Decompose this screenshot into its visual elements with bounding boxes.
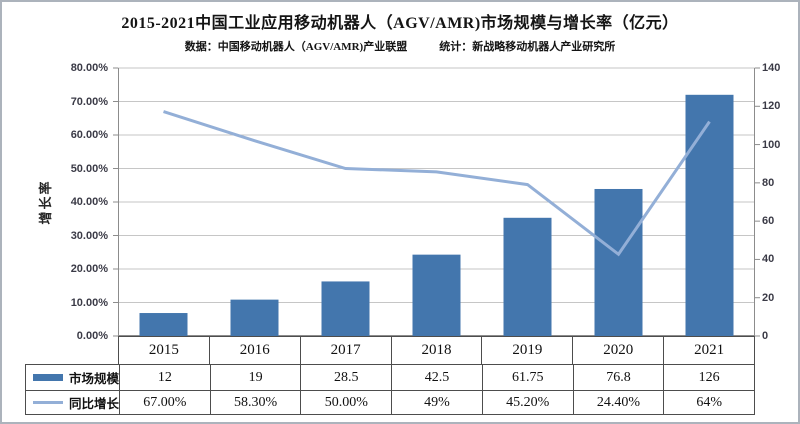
market-size-value-cell: 61.75 <box>481 365 573 390</box>
right-axis-tick-label: 80 <box>762 176 775 189</box>
growth-rate-line <box>163 110 711 257</box>
growth-rate-value-cell: 58.30% <box>209 391 301 414</box>
market-size-value-cell: 42.5 <box>391 365 482 390</box>
left-axis-tick-label: 30.00% <box>70 229 108 242</box>
market-size-value-cell: 19 <box>209 365 301 390</box>
left-axis-tick-label: 60.00% <box>70 129 108 141</box>
bar-2018 <box>412 254 461 336</box>
legend-growth-rate: 同比增长率 <box>26 391 119 414</box>
left-axis-tick-label: 10.00% <box>70 296 108 309</box>
right-axis-tick-label: 140 <box>762 62 781 74</box>
growth-rate-row: 同比增长率67.00%58.30%50.00%49%45.20%24.40%64… <box>25 390 755 415</box>
line-series-swatch-icon <box>33 401 63 404</box>
right-axis-tick-label: 20 <box>762 291 775 304</box>
data-source-label: 数据：中国移动机器人（AGV/AMR)产业联盟 <box>184 41 408 53</box>
market-size-value-cell: 126 <box>663 365 754 390</box>
market-size-value-cell: 76.8 <box>572 365 664 390</box>
left-axis-tick-label: 0.00% <box>76 330 108 342</box>
left-axis-tick-label: 70.00% <box>70 95 108 108</box>
right-axis-tick-label: 120 <box>762 100 781 113</box>
growth-rate-value-cell: 67.00% <box>119 391 210 414</box>
market-size-value-cell: 12 <box>119 365 210 390</box>
market-size-value-cell: 28.5 <box>300 365 391 390</box>
year-cell: 2015 <box>148 342 179 358</box>
stats-source-label: 统计：新战略移动机器人产业研究所 <box>439 41 616 53</box>
bar-2016 <box>230 299 279 336</box>
year-cell: 2019 <box>481 337 572 364</box>
growth-rate-value-cell: 64% <box>663 391 754 414</box>
legend-market-size: 市场规模 <box>26 365 119 390</box>
bar-2015 <box>139 313 188 336</box>
bar-2019 <box>503 217 552 336</box>
year-cell: 2018 <box>390 337 482 364</box>
year-header-row: 2015 2016 2017 2018 2019 2020 2021 <box>118 336 755 364</box>
year-cell: 2017 <box>299 337 391 364</box>
plot-area <box>113 67 760 337</box>
bar-2017 <box>321 281 370 336</box>
year-cell: 2020 <box>572 337 663 364</box>
growth-rate-value-cell: 24.40% <box>572 391 664 414</box>
left-axis-tick-label: 20.00% <box>70 263 108 275</box>
growth-rate-value-cell: 49% <box>391 391 482 414</box>
bar-2021 <box>685 94 734 336</box>
chart-title: 2015-2021中国工业应用移动机器人（AGV/AMR)市场规模与增长率（亿元… <box>121 15 679 32</box>
market-size-row: 市场规模 12 19 28.5 42.5 61.75 76.8 126 <box>25 364 755 390</box>
growth-rate-value-cell: 45.20% <box>481 391 573 414</box>
bar-2020 <box>594 188 643 336</box>
right-axis-tick-label: 40 <box>762 253 775 266</box>
left-axis-tick-label: 80.00% <box>70 62 108 74</box>
right-axis-tick-label: 0 <box>762 330 769 342</box>
left-axis-tick-label: 50.00% <box>70 162 108 175</box>
year-cell: 2016 <box>208 337 300 364</box>
legend-label: 市场规模 <box>69 372 119 386</box>
growth-rate-value-cell: 50.00% <box>300 391 391 414</box>
bar-series-swatch-icon <box>33 374 63 381</box>
year-cell: 2021 <box>663 337 754 364</box>
chart-subtitle: 数据：中国移动机器人（AGV/AMR)产业联盟 统计：新战略移动机器人产业研究所 <box>0 38 800 54</box>
right-axis-tick-label: 100 <box>762 138 781 151</box>
right-axis-tick-label: 60 <box>762 215 775 228</box>
left-axis-tick-label: 40.00% <box>70 196 108 208</box>
legend-label: 同比增长率 <box>69 397 119 411</box>
